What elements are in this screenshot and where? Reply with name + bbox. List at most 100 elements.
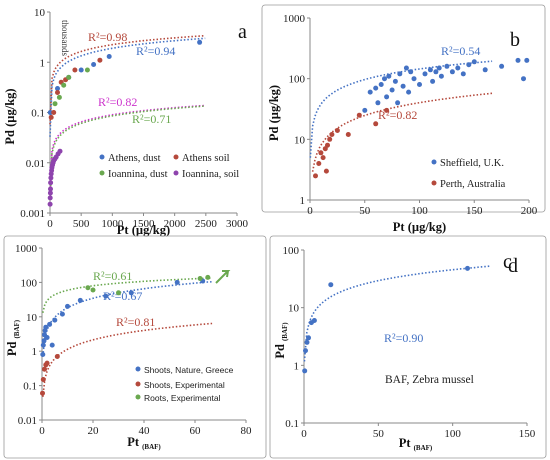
data-point — [54, 354, 60, 359]
x-axis-title: Pt (BAF) — [399, 436, 433, 452]
data-point — [327, 136, 333, 142]
data-point — [400, 83, 406, 89]
legend-entry: Roots, Experimental — [144, 393, 221, 403]
y-tick-label: 1000 — [283, 13, 306, 25]
data-point — [59, 311, 65, 317]
data-point — [386, 73, 392, 79]
data-point — [65, 303, 70, 309]
data-point — [47, 201, 53, 207]
data-point — [52, 101, 58, 107]
data-point — [174, 279, 180, 285]
data-point — [78, 67, 84, 73]
data-point — [395, 100, 401, 106]
x-tick-label: 0 — [307, 205, 313, 217]
x-tick-label: 500 — [73, 218, 90, 230]
x-tick-label: 1500 — [133, 218, 156, 230]
data-point — [325, 142, 330, 148]
y-axis-title: Pd (µg/kg) — [267, 85, 281, 141]
data-point — [521, 76, 526, 82]
data-point — [44, 360, 50, 366]
data-point — [316, 161, 322, 166]
legend-entry: Perth, Australia — [440, 179, 506, 190]
data-point — [320, 155, 326, 161]
data-point — [515, 57, 521, 63]
x-tick-label: 150 — [466, 205, 483, 217]
trendline-1 — [42, 280, 213, 357]
data-point — [40, 352, 46, 357]
legend-entry: Athens, dust — [108, 153, 161, 164]
data-point — [44, 335, 50, 340]
panel-annotation: BAF, Zebra mussel — [385, 374, 474, 386]
r2-label: R²=0.98 — [88, 30, 127, 44]
data-point — [417, 82, 422, 87]
axis-annotation: thousands — [60, 20, 70, 56]
data-point — [482, 67, 488, 73]
x-tick-label: 3000 — [226, 218, 249, 230]
data-point — [48, 114, 54, 120]
y-tick-label: 100 — [289, 74, 306, 86]
data-point — [48, 180, 54, 186]
data-point — [389, 87, 395, 93]
trendline-0 — [303, 265, 490, 362]
legend-entry: Ioannina, dust — [108, 169, 168, 180]
r2-label: R²=0.71 — [132, 112, 171, 126]
series-shoots-nature-greece — [40, 278, 206, 357]
data-point — [444, 63, 450, 69]
legend: Athens, dust Athens soil Ioannina, dust Ioa… — [99, 153, 239, 180]
data-point — [433, 69, 439, 75]
data-point — [397, 71, 403, 77]
series-shoots-experimental — [40, 354, 60, 396]
x-tick-label: 60 — [190, 425, 202, 437]
x-tick-label: 2500 — [195, 218, 218, 230]
data-point — [373, 121, 379, 127]
data-point — [41, 338, 47, 344]
data-point — [408, 69, 414, 75]
data-point — [97, 57, 103, 63]
legend-marker — [173, 154, 179, 160]
series-athens-soil — [48, 57, 103, 120]
panel-frame — [269, 235, 547, 459]
data-point — [55, 86, 60, 91]
y-tick-label: 100 — [283, 245, 300, 257]
panel-letter: d — [508, 255, 518, 277]
legend-marker — [99, 154, 105, 160]
data-point — [367, 89, 373, 95]
data-point — [406, 89, 412, 95]
r2-label: R²=0.82 — [98, 95, 137, 109]
data-point — [103, 293, 109, 299]
series-0 — [302, 265, 470, 374]
data-point — [356, 112, 362, 118]
legend-entry: Sheffield, U.K. — [440, 158, 504, 169]
y-tick-label: 10 — [288, 303, 300, 315]
data-point — [197, 276, 203, 281]
data-point — [40, 390, 45, 396]
y-tick-label: 1 — [40, 57, 46, 69]
panel-b: 0 50 100 150 200 1 10 100 1000 Pt (µg/kg) Pd (µg/k… — [261, 4, 546, 234]
data-point — [373, 85, 379, 91]
data-point — [42, 366, 47, 372]
data-point — [438, 73, 444, 79]
data-point — [51, 110, 57, 115]
y-tick-label: 1 — [294, 360, 300, 372]
legend-entry: Shoots, Nature, Greece — [144, 365, 234, 375]
y-tick-label: 0.1 — [31, 108, 45, 120]
data-point — [318, 150, 324, 156]
panel-letter: c — [503, 251, 512, 273]
series-roots-experimental — [85, 274, 211, 296]
data-point — [84, 67, 90, 73]
trendline-0 — [49, 34, 206, 125]
panel-a: 0 500 1000 1500 2000 2500 3000 0.001 0.01 0.1 1 10 P… — [3, 7, 249, 237]
legend-marker — [173, 170, 179, 176]
data-point — [427, 67, 433, 73]
x-tick-label: 0 — [39, 425, 45, 437]
data-point — [384, 107, 390, 113]
r2-label: R²=0.81 — [116, 315, 155, 329]
data-point — [304, 339, 310, 345]
y-tick-label: 100 — [21, 277, 38, 289]
panel-frame — [3, 235, 267, 459]
series-sheffield-u-k — [362, 57, 530, 113]
data-point — [66, 74, 72, 80]
y-tick-label: 0.001 — [20, 208, 45, 220]
y-tick-label: 0.1 — [23, 381, 37, 393]
